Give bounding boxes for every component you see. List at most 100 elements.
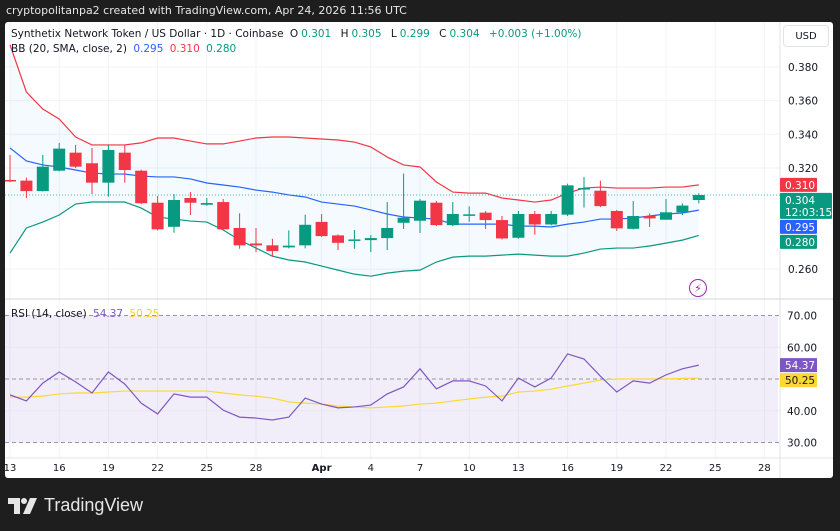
candle-body	[660, 212, 672, 220]
attribution-text: cryptopolitanpa2 created with TradingVie…	[6, 4, 407, 17]
candle	[578, 176, 590, 208]
bb-legend[interactable]: BB (20, SMA, close, 2) 0.295 0.310 0.280	[11, 43, 239, 55]
ohlc-low: L 0.299	[390, 28, 430, 40]
time-tick-label: 10	[463, 463, 476, 474]
price-tick-label: 0.260	[788, 264, 818, 276]
candle-body	[332, 235, 344, 243]
tradingview-logo-icon	[8, 497, 37, 514]
time-tick-label: 7	[417, 463, 423, 474]
candle	[594, 180, 607, 208]
price-tick-label: 0.380	[788, 62, 818, 74]
candle	[364, 235, 377, 253]
time-tick-label: 28	[250, 463, 263, 474]
candle-body	[200, 203, 213, 205]
time-tick-label: 16	[53, 463, 66, 474]
candle	[151, 195, 164, 231]
time-tick-label: 4	[368, 463, 374, 474]
rsi-badge-label: 50.25	[785, 375, 815, 387]
candle-body	[643, 216, 656, 219]
candle	[496, 216, 508, 240]
rsi-tick-label: 70.00	[787, 311, 817, 323]
candle	[545, 210, 558, 226]
price-badge	[780, 234, 817, 249]
candle-body	[479, 212, 492, 221]
candle-body	[430, 202, 443, 226]
rsi-legend[interactable]: RSI (14, close) 54.37 50.25	[11, 308, 162, 320]
candle-body	[184, 197, 197, 203]
time-tick-label: 25	[200, 463, 213, 474]
ohlc-close: C 0.304	[439, 28, 480, 40]
candle	[332, 234, 344, 251]
time-tick-label: 16	[561, 463, 574, 474]
candle	[36, 155, 49, 192]
candle-body	[692, 194, 705, 201]
price-badge-label: 0.280	[785, 237, 815, 249]
lightning-icon[interactable]: ⚡	[689, 279, 707, 297]
price-badge	[780, 219, 817, 234]
time-tick-label: 22	[151, 463, 164, 474]
price-badge-label: 0.310	[785, 180, 815, 192]
price-badge	[780, 192, 832, 219]
candle	[86, 147, 98, 194]
ohlc-open: O 0.301	[289, 28, 332, 40]
candle-body	[217, 202, 230, 230]
candle	[102, 144, 115, 197]
candle	[627, 201, 640, 230]
candle	[315, 214, 328, 238]
time-tick-label: 19	[102, 463, 115, 474]
candle	[69, 144, 82, 168]
candle	[610, 209, 623, 232]
candle	[643, 213, 656, 227]
rsi-tick-label: 30.00	[787, 438, 817, 450]
rsi-tick-label: 40.00	[787, 406, 817, 418]
ohlc-high: H 0.305	[340, 28, 382, 40]
candle-body	[168, 200, 180, 227]
candle-body	[364, 238, 377, 241]
symbol-legend: Synthetix Network Token / US Dollar · 1D…	[11, 28, 584, 40]
candle	[217, 199, 230, 231]
candle	[200, 197, 213, 206]
time-tick-label: 25	[709, 463, 722, 474]
chart-panel	[5, 22, 833, 478]
candle-body	[20, 180, 33, 192]
candle-body	[578, 188, 590, 190]
candle	[184, 191, 197, 216]
time-tick-label: 22	[660, 463, 673, 474]
candle	[512, 210, 525, 239]
candle	[430, 201, 443, 227]
price-tick-label: 0.360	[788, 96, 818, 108]
candle	[561, 183, 574, 217]
candle-body	[676, 205, 689, 213]
candle-body	[594, 190, 607, 207]
symbol-title: Synthetix Network Token / US Dollar · 1D…	[11, 28, 284, 40]
candle	[118, 144, 131, 183]
candle-body	[315, 221, 328, 237]
candle-body	[348, 239, 361, 241]
candle	[20, 177, 33, 198]
bb-basis-value: 0.295	[133, 43, 164, 55]
time-tick-label: Apr	[312, 463, 332, 474]
time-tick-label: 13	[4, 463, 17, 474]
candle	[266, 238, 279, 257]
candle	[168, 193, 180, 233]
rsi-line	[9, 353, 699, 421]
time-tick-label: 28	[758, 463, 771, 474]
candle	[414, 199, 426, 234]
tradingview-logo[interactable]: TradingView	[8, 495, 143, 516]
candle	[479, 210, 492, 229]
candle	[676, 203, 689, 216]
bb-lower-value: 0.280	[206, 43, 237, 55]
candle	[348, 230, 361, 249]
candle	[135, 169, 148, 205]
candle-body	[53, 148, 66, 171]
candle-body	[397, 217, 410, 223]
candle-body	[545, 214, 558, 225]
currency-button[interactable]: USD	[783, 25, 829, 47]
candle	[250, 227, 262, 253]
candle	[233, 213, 246, 249]
time-tick-label: 19	[610, 463, 623, 474]
price-pane	[5, 44, 780, 277]
candle-body	[381, 227, 394, 239]
candle	[282, 230, 295, 249]
